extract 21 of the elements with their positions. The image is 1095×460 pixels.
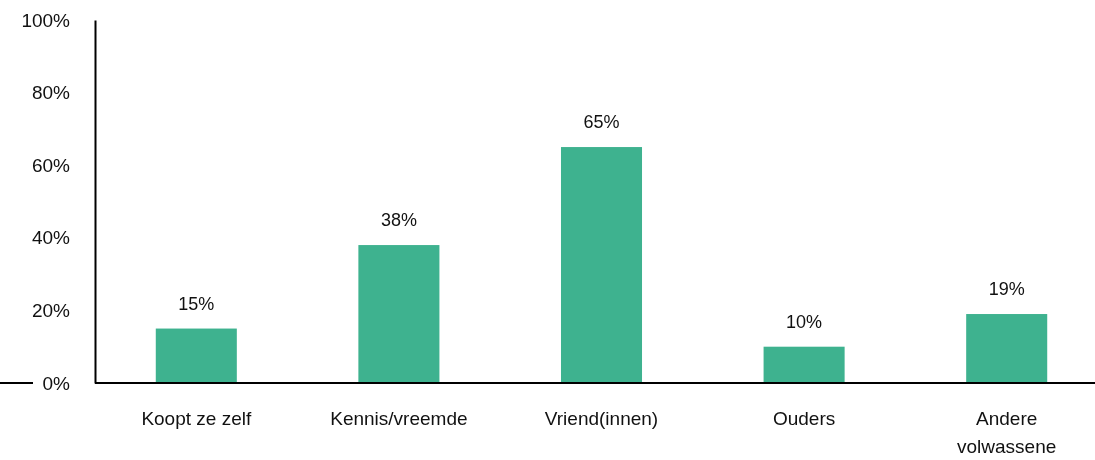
x-tick-label: Vriend(innen) [544, 408, 659, 429]
bar [966, 314, 1048, 383]
x-tick-label: Koopt ze zelf [141, 408, 252, 429]
data-label: 65% [583, 112, 620, 133]
x-tick-label: Andere volwassene [957, 408, 1057, 457]
data-label: 38% [380, 210, 417, 231]
bar [155, 328, 237, 383]
y-tick-label: 40% [31, 227, 71, 249]
bar [763, 346, 845, 383]
x-tick-label: Kennis/vreemde [330, 408, 468, 429]
y-tick-label: 100% [21, 9, 71, 31]
y-tick-label: 80% [31, 82, 71, 104]
y-tick-label: 0% [42, 372, 71, 394]
y-tick-label: 60% [31, 154, 71, 176]
data-label: 15% [178, 293, 215, 314]
bar [358, 245, 440, 383]
x-tick-label: Ouders [772, 408, 836, 429]
bar [560, 147, 643, 383]
data-label: 10% [786, 311, 823, 332]
y-tick-label: 20% [31, 299, 71, 321]
data-label: 19% [988, 279, 1025, 300]
